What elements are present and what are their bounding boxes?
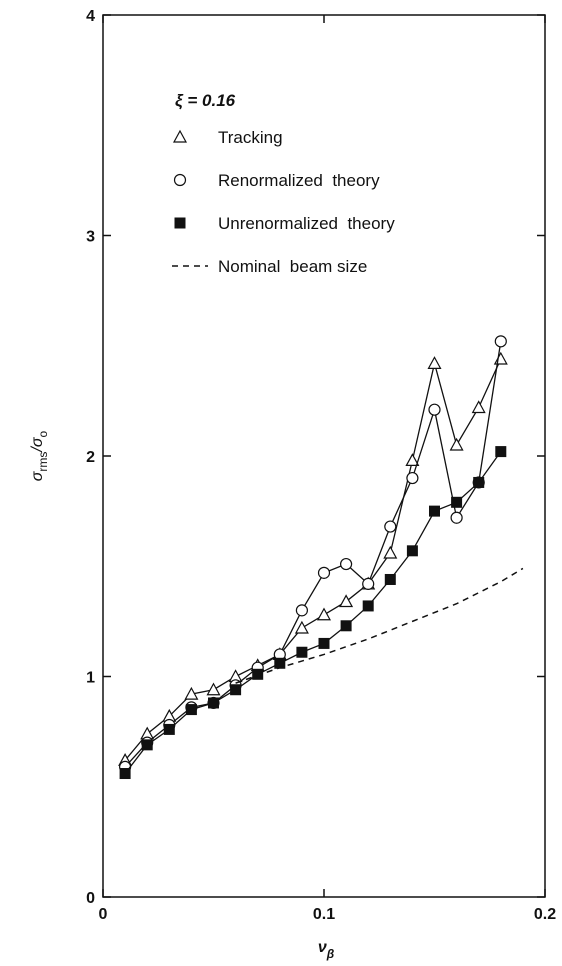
square-marker [141, 739, 153, 751]
series-line [124, 451, 502, 774]
y-tick-label: 2 [86, 449, 95, 466]
x-label-sub: β [326, 947, 335, 961]
circle-marker [317, 566, 331, 579]
x-axis-label: νβ [318, 939, 335, 961]
legend-label: Unrenormalized theory [218, 214, 395, 233]
square-marker [384, 573, 396, 585]
circle-marker [173, 173, 187, 187]
series-line [124, 341, 502, 768]
y-axis-label: σrms/σo [29, 430, 50, 481]
triangle-marker [427, 356, 442, 369]
square-marker [163, 723, 175, 735]
triangle-marker [493, 351, 508, 365]
legend-label: Nominal beam size [218, 257, 367, 276]
circle-marker [362, 577, 375, 590]
square-marker [340, 620, 352, 632]
square-marker [230, 684, 242, 696]
square-marker [495, 446, 507, 458]
circle-marker [340, 557, 353, 571]
plot-frame [102, 14, 546, 898]
y-label-part: /σ [29, 436, 46, 452]
square-marker [406, 545, 418, 557]
square-marker [318, 637, 330, 649]
square-marker [119, 768, 131, 780]
triangle-marker [405, 453, 420, 467]
legend-title: ξ = 0.16 [175, 91, 236, 110]
y-label-part: σ [29, 470, 46, 481]
y-tick-label: 0 [86, 890, 95, 907]
series-line [124, 358, 502, 761]
series-line [235, 567, 524, 684]
circle-marker [494, 335, 507, 348]
circle-marker [295, 604, 308, 617]
triangle-marker [294, 620, 309, 634]
circle-marker [406, 471, 419, 485]
x-label-main: ν [318, 939, 327, 956]
triangle-marker [184, 686, 199, 700]
square-marker [185, 704, 197, 716]
triangle-marker [383, 545, 398, 559]
triangle-marker [172, 129, 188, 143]
square-marker [362, 600, 374, 612]
x-tick-label: 0.2 [534, 906, 556, 923]
square-marker [274, 657, 286, 669]
y-label-sub: rms [36, 452, 50, 472]
square-marker [208, 697, 219, 709]
triangle-marker [471, 400, 486, 414]
square-marker [296, 646, 308, 658]
square-marker [252, 668, 264, 680]
x-tick-label: 0 [99, 906, 108, 923]
y-tick-label: 1 [86, 670, 95, 687]
legend-label: Renormalized theory [218, 171, 380, 190]
square-marker [451, 496, 463, 508]
y-tick-label: 3 [86, 229, 95, 246]
circle-marker [450, 511, 463, 524]
y-label-sub: o [36, 430, 50, 437]
circle-marker [384, 520, 397, 533]
triangle-marker [206, 682, 221, 696]
triangle-marker [339, 594, 354, 608]
square-marker [174, 217, 186, 229]
x-tick-label: 0.1 [313, 906, 335, 923]
legend-label: Tracking [218, 128, 283, 147]
square-marker [473, 476, 485, 488]
square-marker [429, 505, 440, 517]
y-tick-label: 4 [86, 8, 95, 25]
circle-marker [428, 403, 441, 416]
triangle-marker [449, 437, 464, 451]
triangle-marker [316, 607, 332, 621]
